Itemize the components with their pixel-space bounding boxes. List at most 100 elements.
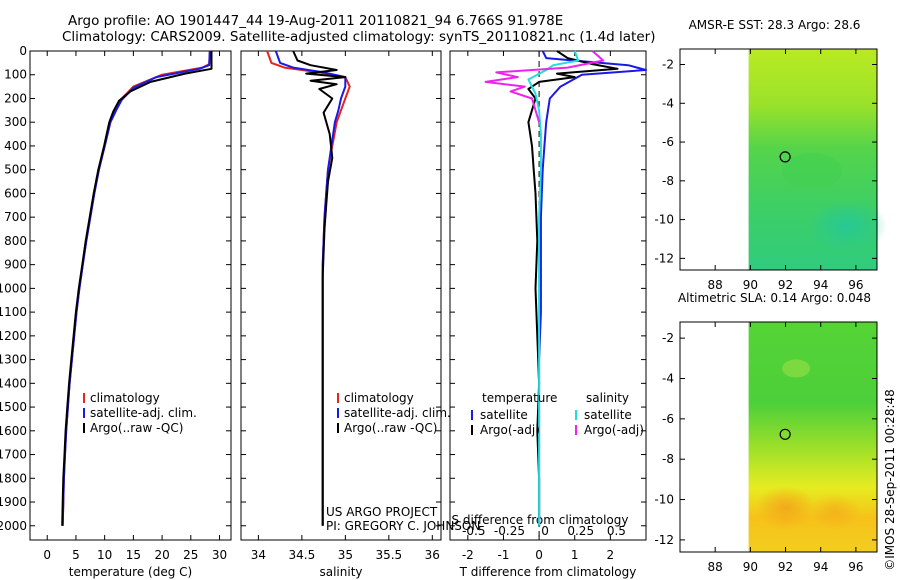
x-tick-label: 35 — [338, 548, 353, 562]
legend-label-climatology: climatology — [344, 391, 414, 405]
x-tick-label: 30 — [212, 548, 227, 562]
sla-map-field-patch — [808, 493, 861, 530]
x-tick-label: 1 — [571, 548, 579, 562]
series-line-salinity-argo-adj- — [484, 50, 605, 123]
map-x-tick-label: 96 — [848, 560, 863, 574]
x-tick-label: 10 — [97, 548, 112, 562]
y-tick-label: 1500 — [0, 400, 27, 414]
side-stamp: ©IMOS 28-Sep-2011 00:28:48 — [883, 389, 897, 571]
sla-map-frame — [679, 321, 878, 553]
legend-group-title: salinity — [586, 391, 629, 405]
y-tick-label: 300 — [4, 115, 27, 129]
map-y-tick-label: -8 — [662, 174, 674, 188]
map-y-tick-label: -12 — [654, 533, 674, 547]
series-line-salinity-satellite — [527, 50, 580, 526]
x-tick-label: 2 — [607, 548, 615, 562]
y-tick-label: 1400 — [0, 376, 27, 390]
map-y-tick-label: -4 — [662, 371, 674, 385]
legend-label-argo_salinity: Argo(-adj) — [584, 423, 644, 437]
secondary-x-tick-label: -0.5 — [462, 524, 485, 538]
x-tick-label: 0 — [535, 548, 543, 562]
legend-label-argo: Argo(..raw -QC) — [90, 421, 183, 435]
x-tick-label: -1 — [497, 548, 509, 562]
x-tick-label: 0 — [43, 548, 51, 562]
sla-map-title: Altimetric SLA: 0.14 Argo: 0.048 — [678, 291, 871, 305]
y-tick-label: 1000 — [0, 281, 27, 295]
legend-label-satellite: satellite — [480, 408, 528, 422]
temperature-profile-xlabel: temperature (deg C) — [69, 565, 192, 579]
map-x-tick-label: 96 — [848, 278, 863, 292]
legend-label-argo: Argo(-adj) — [480, 423, 540, 437]
y-tick-label: 600 — [4, 186, 27, 200]
x-tick-label: 36 — [425, 548, 440, 562]
x-tick-label: 34 — [251, 548, 266, 562]
figure-title-line1: Argo profile: AO 1901447_44 19-Aug-2011 … — [68, 13, 564, 29]
x-tick-label: 35.5 — [375, 548, 402, 562]
x-tick-label: 5 — [72, 548, 80, 562]
project-note-line1: US ARGO PROJECT — [326, 505, 438, 519]
y-tick-label: 1700 — [0, 448, 27, 462]
secondary-x-tick-label: -0.25 — [494, 524, 525, 538]
series-line-argo-raw-qc- — [292, 50, 347, 526]
sst-map-field-patch — [781, 153, 842, 190]
sla-map-field-patch — [782, 359, 811, 378]
map-x-tick-label: 90 — [743, 560, 758, 574]
secondary-x-tick-label: 0.25 — [567, 524, 594, 538]
y-tick-label: 200 — [4, 91, 27, 105]
secondary-x-tick-label: 0 — [541, 524, 549, 538]
map-y-tick-label: -10 — [654, 493, 674, 507]
y-tick-label: 1900 — [0, 495, 27, 509]
salinity-profile-frame — [240, 50, 442, 541]
argo-position-marker — [779, 428, 791, 440]
y-tick-label: 700 — [4, 210, 27, 224]
y-tick-label: 500 — [4, 163, 27, 177]
map-x-tick-label: 92 — [778, 278, 793, 292]
sst-map-field-patch — [807, 199, 888, 252]
legend-label-satellite: satellite-adj. clim. — [344, 406, 451, 420]
map-x-tick-label: 94 — [813, 278, 828, 292]
y-tick-label: 1200 — [0, 329, 27, 343]
sla-map-field-patch — [755, 485, 816, 530]
sst-map-frame — [679, 48, 878, 271]
x-tick-label: 25 — [183, 548, 198, 562]
legend-label-argo: Argo(..raw -QC) — [344, 421, 437, 435]
map-x-tick-label: 88 — [708, 278, 723, 292]
y-tick-label: 0 — [19, 44, 27, 58]
y-tick-label: 900 — [4, 258, 27, 272]
difference-profile-xlabel: T difference from climatology — [459, 565, 637, 579]
y-tick-label: 100 — [4, 68, 27, 82]
salinity-profile-xlabel: salinity — [319, 565, 362, 579]
map-y-tick-label: -10 — [654, 213, 674, 227]
map-x-tick-label: 94 — [813, 560, 828, 574]
y-tick-label: 400 — [4, 139, 27, 153]
y-tick-label: 1600 — [0, 424, 27, 438]
project-note-line2: PI: GREGORY C. JOHNSON — [326, 519, 480, 533]
map-y-tick-label: -2 — [662, 58, 674, 72]
difference-profile-frame — [449, 50, 647, 541]
x-tick-label: 20 — [154, 548, 169, 562]
map-y-tick-label: -2 — [662, 331, 674, 345]
map-x-tick-label: 88 — [708, 560, 723, 574]
y-tick-label: 1800 — [0, 471, 27, 485]
map-x-tick-label: 90 — [743, 278, 758, 292]
legend-group-title: temperature — [482, 391, 557, 405]
legend-label-climatology: climatology — [90, 391, 160, 405]
map-y-tick-label: -8 — [662, 452, 674, 466]
series-line-argo-raw-qc- — [61, 51, 213, 526]
y-tick-label: 1300 — [0, 353, 27, 367]
sst-map-title: AMSR-E SST: 28.3 Argo: 28.6 — [689, 18, 861, 32]
legend-label-satellite: satellite-adj. clim. — [90, 406, 197, 420]
y-tick-label: 2000 — [0, 519, 27, 533]
map-y-tick-label: -12 — [654, 251, 674, 265]
x-tick-label: -2 — [462, 548, 474, 562]
legend-label-satellite_salinity: satellite — [584, 408, 632, 422]
map-y-tick-label: -6 — [662, 412, 674, 426]
map-x-tick-label: 92 — [778, 560, 793, 574]
figure-title-line2: Climatology: CARS2009. Satellite-adjuste… — [62, 29, 656, 45]
y-tick-label: 800 — [4, 234, 27, 248]
map-y-tick-label: -6 — [662, 135, 674, 149]
temperature-profile-frame — [29, 50, 232, 541]
argo-position-marker — [779, 151, 791, 163]
secondary-x-tick-label: 0.5 — [607, 524, 626, 538]
